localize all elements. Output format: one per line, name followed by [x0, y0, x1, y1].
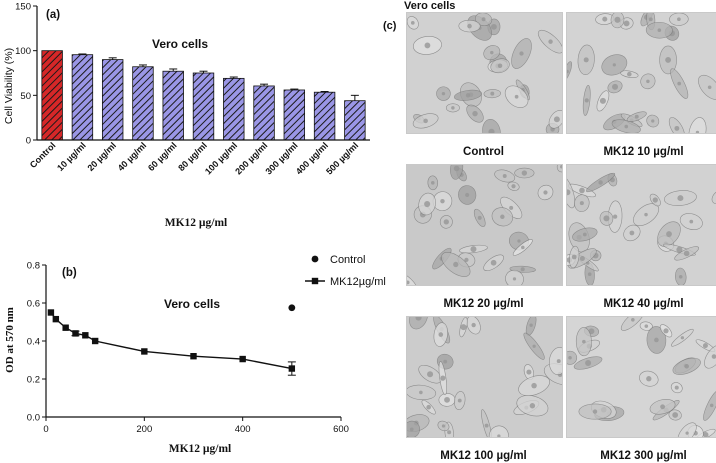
- legend-marker-mk12: [311, 277, 319, 285]
- y-tick-label: 0.8: [27, 261, 40, 272]
- legend-label: Control: [330, 254, 365, 266]
- legend-marker-control: [311, 255, 319, 263]
- data-point-control: [288, 304, 296, 312]
- data-point-mk12: [141, 348, 148, 355]
- micrograph-caption: MK12 10 µg/ml: [603, 146, 684, 158]
- x-tick-label: 20 µg/ml: [85, 140, 118, 173]
- micrograph-texture: [567, 317, 716, 437]
- panel-b-xlabel: MK12 µg/ml: [169, 443, 232, 455]
- panel-c-title: Vero cells: [404, 0, 456, 12]
- bar-treated: [162, 70, 184, 141]
- y-tick-label: 0.6: [27, 299, 40, 310]
- x-tick-label: 200: [136, 424, 152, 435]
- bar-treated: [71, 54, 94, 141]
- panel-a-xlabel: MK12 µg/ml: [165, 217, 228, 229]
- y-tick-label: 0.4: [27, 337, 40, 348]
- bar-treated: [192, 72, 215, 141]
- data-point-mk12: [72, 330, 79, 337]
- x-tick-label: 40 µg/ml: [116, 140, 149, 173]
- data-point-mk12: [47, 309, 55, 316]
- micrograph-caption: MK12 300 µg/ml: [600, 450, 687, 462]
- panel-a-annotation: Vero cells: [152, 37, 208, 51]
- bar-treated: [344, 100, 366, 141]
- micrograph-texture: [567, 13, 716, 133]
- panel-c-label: (c): [383, 20, 397, 32]
- micrograph-image: [566, 12, 716, 134]
- micrograph-caption: MK12 100 µg/ml: [440, 450, 527, 462]
- x-tick-label: 600: [333, 424, 349, 435]
- data-point-mk12: [239, 355, 246, 363]
- data-point-mk12: [91, 337, 99, 345]
- bar-treated: [132, 66, 154, 141]
- bar-treated: [223, 77, 245, 141]
- panel-b-label: (b): [62, 267, 77, 279]
- data-point-mk12: [82, 332, 89, 339]
- x-tick-label: 500 µg/ml: [324, 140, 360, 176]
- panel-a-label: (a): [46, 9, 60, 21]
- data-point-mk12: [62, 324, 69, 331]
- x-tick-label: 10 µg/ml: [55, 140, 88, 173]
- data-point-mk12: [190, 353, 197, 360]
- x-tick-label: 0: [43, 424, 48, 435]
- y-tick-label: 0: [26, 136, 31, 147]
- micrograph-texture: [407, 317, 562, 437]
- line-chart-od570: 0.0 0.2 0.4 0.6 0.8 0 200 400 600 Control MK12µg…: [4, 254, 386, 455]
- legend-label: MK12µg/ml: [330, 276, 386, 288]
- panel-a-ylabel: Cell Viability (%): [3, 48, 15, 124]
- panel-b-ylabel: OD at 570 nm: [4, 307, 16, 373]
- x-tick-label: 400: [235, 424, 251, 435]
- y-tick-label: 150: [15, 2, 31, 13]
- y-tick-label: 100: [15, 46, 31, 57]
- micrograph-image: [406, 12, 563, 134]
- data-point-mk12: [52, 315, 60, 323]
- series-line: [50, 312, 292, 370]
- micrograph-image: [566, 316, 716, 438]
- micrograph-caption: MK12 40 µg/ml: [603, 298, 684, 310]
- bar-treated: [253, 85, 275, 141]
- bar-treated: [101, 59, 124, 141]
- data-point-mk12: [288, 365, 296, 372]
- bar-treated: [313, 91, 336, 141]
- micrograph-texture: [567, 165, 716, 285]
- micrograph-caption: Control: [463, 146, 504, 158]
- micrograph-texture: [407, 165, 562, 285]
- x-tick-label: 60 µg/ml: [146, 140, 179, 173]
- micrograph-image: [566, 164, 716, 286]
- x-tick-label: Control: [28, 140, 58, 170]
- micrograph-image: [406, 316, 563, 438]
- bar-treated: [283, 89, 306, 141]
- bar-control: [41, 50, 63, 141]
- y-tick-label: 50: [20, 91, 31, 102]
- panel-b-annotation: Vero cells: [164, 297, 220, 311]
- y-tick-label: 0.0: [27, 413, 40, 424]
- micrograph-texture: [407, 13, 562, 133]
- micrograph-image: [406, 164, 563, 286]
- y-tick-label: 0.2: [27, 375, 40, 386]
- micrograph-caption: MK12 20 µg/ml: [443, 298, 524, 310]
